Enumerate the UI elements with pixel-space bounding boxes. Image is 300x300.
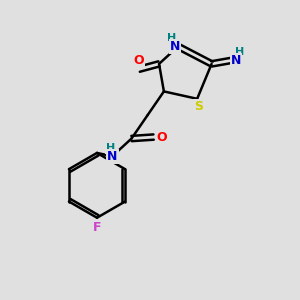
Text: S: S	[194, 100, 203, 113]
Text: H: H	[167, 33, 176, 43]
Text: H: H	[235, 47, 244, 57]
Text: O: O	[157, 130, 167, 144]
Text: N: N	[231, 53, 242, 67]
Text: F: F	[93, 220, 101, 234]
Text: O: O	[134, 55, 145, 68]
Text: N: N	[107, 150, 118, 163]
Text: N: N	[170, 40, 180, 53]
Text: H: H	[106, 143, 116, 153]
